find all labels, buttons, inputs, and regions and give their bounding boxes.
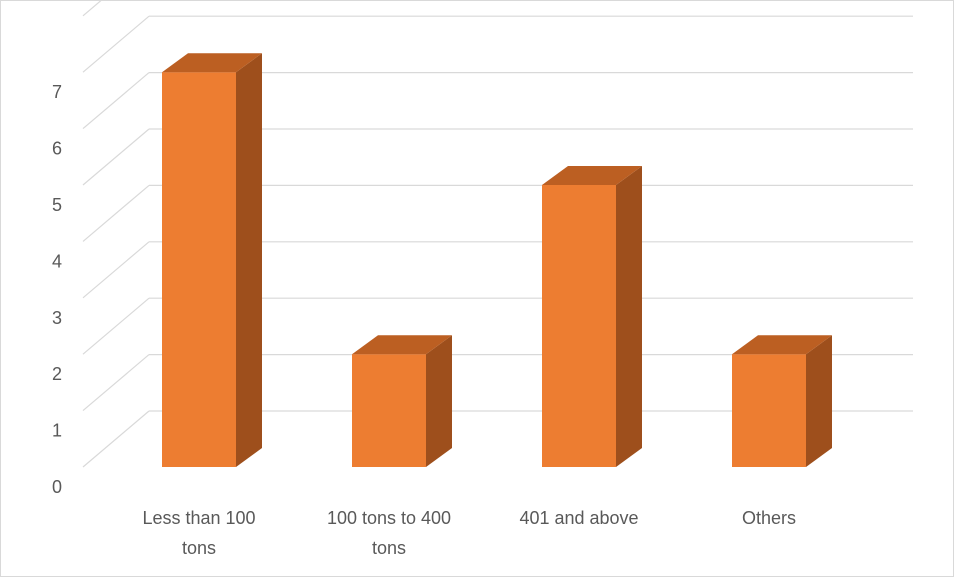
- gridline-diagonal: [82, 0, 103, 17]
- bar-top: [542, 166, 642, 185]
- bar-front: [162, 72, 236, 467]
- x-category-label: Others: [742, 508, 796, 528]
- bar-top: [352, 335, 452, 355]
- bar-front: [542, 185, 616, 467]
- x-category-label: Less than 100 tons: [142, 508, 255, 558]
- x-category-label-line: Others: [742, 508, 796, 528]
- gridline-diagonal: [82, 128, 150, 186]
- bar-side: [616, 166, 642, 467]
- bar-front: [352, 354, 426, 467]
- y-tick-label: 7: [52, 82, 62, 102]
- gridline-diagonal: [82, 354, 150, 412]
- gridline-diagonal: [82, 297, 150, 355]
- x-category-label-line: 401 and above: [519, 508, 638, 528]
- x-category-label-line: tons: [182, 538, 216, 558]
- y-tick-label: 3: [52, 308, 62, 328]
- x-category-label: 401 and above: [519, 508, 638, 528]
- x-category-label-line: Less than 100: [142, 508, 255, 528]
- x-category-label-line: tons: [372, 538, 406, 558]
- gridline-diagonal: [82, 241, 150, 299]
- bar-side: [806, 335, 832, 467]
- y-tick-label: 1: [52, 421, 62, 441]
- y-tick-label: 5: [52, 195, 62, 215]
- bar-side: [426, 335, 452, 467]
- x-category-label-line: 100 tons to 400: [327, 508, 451, 528]
- gridline-diagonal: [82, 410, 150, 468]
- y-tick-label: 0: [52, 477, 62, 497]
- bar-top: [732, 335, 832, 355]
- gridline-diagonal: [82, 72, 150, 130]
- y-tick-label: 2: [52, 364, 62, 384]
- bar-top: [162, 53, 262, 73]
- y-tick-label: 4: [52, 251, 62, 271]
- gridline-diagonal: [82, 184, 150, 242]
- gridline-diagonal: [82, 15, 150, 73]
- y-tick-label: 6: [52, 139, 62, 159]
- bar-front: [732, 354, 806, 467]
- bar-side: [236, 53, 262, 467]
- x-category-label: 100 tons to 400 tons: [327, 508, 451, 558]
